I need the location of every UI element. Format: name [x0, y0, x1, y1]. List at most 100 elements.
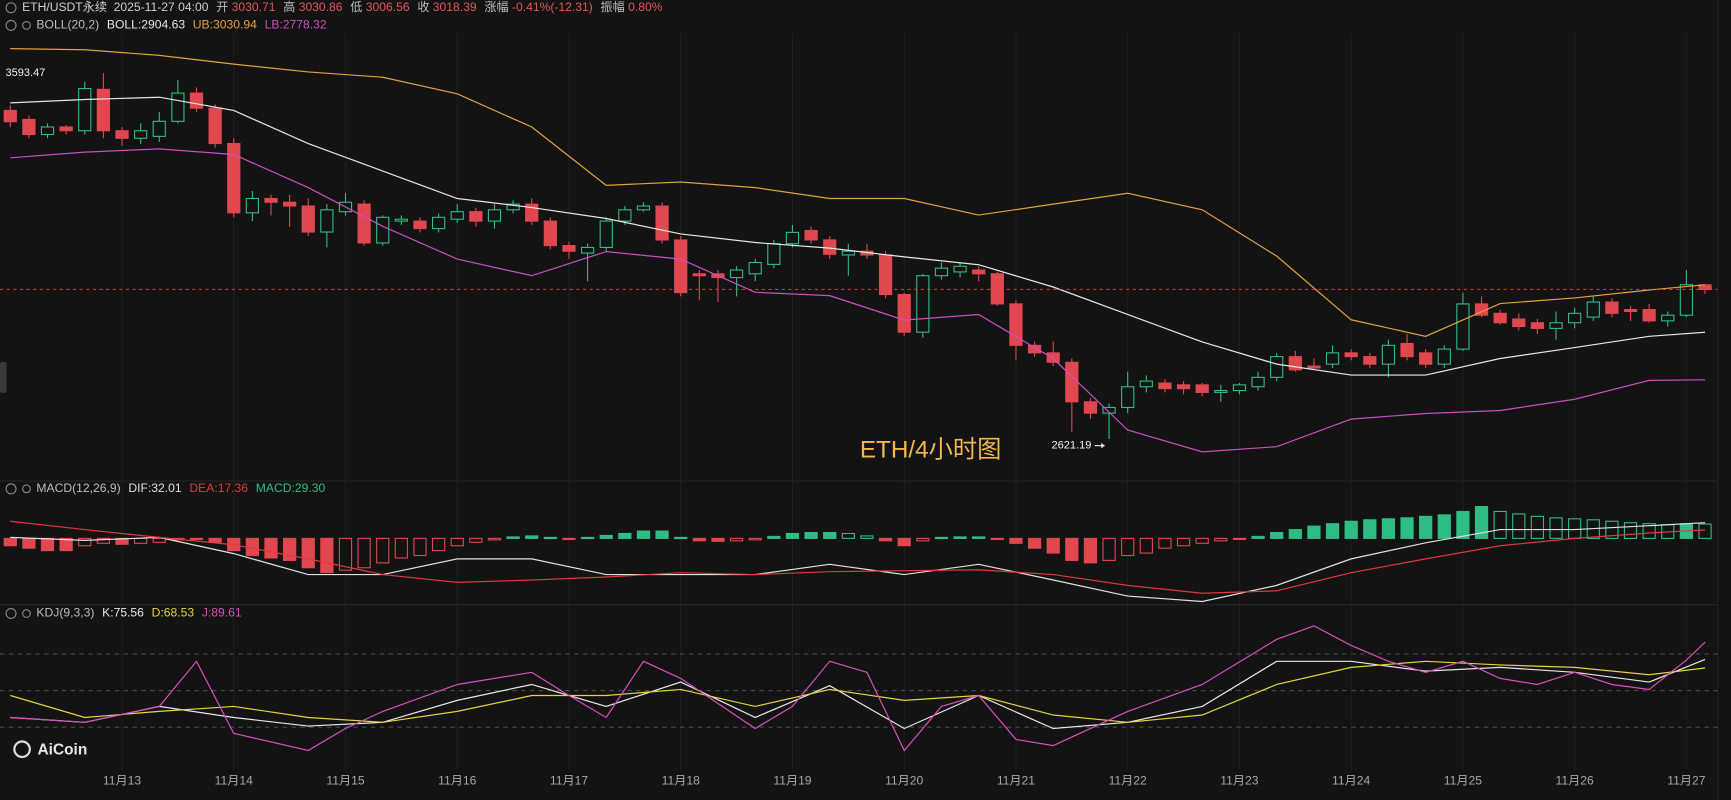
candle-body	[1214, 389, 1228, 393]
candle-body	[1493, 312, 1507, 324]
field-value: 3030.71	[232, 0, 276, 14]
candle-body	[171, 92, 185, 122]
legend-entry: MACD:29.30	[256, 481, 326, 495]
alert-icon[interactable]	[22, 609, 31, 618]
candle-body	[1344, 352, 1358, 358]
indicator-line	[10, 658, 1706, 730]
high-label: 3593.47	[6, 67, 46, 79]
macd-bar	[711, 537, 725, 542]
legend-entry: D:68.53	[152, 606, 195, 620]
macd-bar	[841, 532, 855, 539]
candle-body	[1270, 356, 1284, 378]
candle-body	[59, 126, 73, 132]
candle-body	[916, 275, 930, 333]
candle-body	[1605, 301, 1619, 314]
macd-bar	[1568, 518, 1582, 539]
macd-bar	[1325, 523, 1340, 539]
candle-body	[804, 229, 818, 241]
macd-bar	[78, 537, 92, 547]
field-label: 涨幅	[484, 0, 508, 14]
candle-body	[357, 203, 371, 244]
grid	[121, 33, 1687, 771]
x-tick-label: 11月17	[550, 773, 588, 787]
macd-bar	[487, 537, 502, 541]
candle-body	[1307, 365, 1321, 369]
candle-body	[972, 269, 986, 275]
timestamp: 2025-11-27 04:00	[114, 0, 209, 14]
macd-bar	[729, 537, 744, 542]
candle-body	[115, 130, 129, 139]
x-tick-label: 11月20	[885, 773, 923, 787]
x-tick-label: 11月21	[997, 773, 1035, 787]
macd-bar	[1698, 523, 1712, 539]
alert-icon[interactable]	[22, 20, 31, 30]
candle-body	[785, 231, 800, 245]
x-tick-label: 11月13	[103, 773, 141, 787]
macd-bar	[338, 537, 353, 571]
candle-body	[1102, 406, 1116, 414]
candle-body	[1549, 322, 1563, 329]
macd-bar	[469, 537, 483, 543]
candle-body	[208, 107, 222, 145]
candle-body	[134, 130, 148, 139]
macd-bar	[320, 537, 334, 574]
legend-icon[interactable]	[5, 608, 17, 620]
macd-bar	[134, 537, 148, 544]
macd-bar	[953, 536, 967, 539]
candle-body	[562, 245, 576, 252]
macd-bar	[394, 537, 408, 559]
macd-bar	[450, 537, 464, 547]
legend-entry: LB:2778.32	[265, 18, 327, 32]
field-value: 0.80%	[628, 0, 663, 14]
macd-bar	[1139, 537, 1153, 554]
macd-bar	[1400, 517, 1414, 539]
macd-bar	[1102, 537, 1116, 561]
side-tab[interactable]	[0, 361, 7, 393]
macd-bar	[3, 537, 17, 547]
candle-body	[152, 120, 166, 137]
macd-bar	[1456, 510, 1470, 539]
logo: AiCoin	[38, 741, 88, 758]
macd-bar	[376, 537, 390, 564]
candle-body	[953, 265, 967, 273]
macd-bar	[692, 537, 706, 542]
indicator-line	[10, 522, 1706, 603]
header-icon[interactable]	[5, 2, 17, 14]
candle-body	[3, 109, 17, 123]
macd-bar	[804, 531, 818, 539]
macd-bar	[152, 537, 166, 543]
candle-body	[1251, 376, 1265, 388]
candle-body	[1121, 386, 1135, 409]
macd-bar	[357, 537, 371, 569]
candle-body	[301, 205, 315, 233]
candle-body	[729, 269, 744, 279]
x-tick-label: 11月23	[1220, 773, 1258, 787]
macd-bar	[264, 537, 278, 559]
alert-icon[interactable]	[22, 484, 31, 494]
candle-body	[1381, 344, 1396, 365]
legend-icon[interactable]	[5, 483, 17, 495]
legend-entry: J:89.61	[202, 606, 242, 620]
indicator-line	[10, 148, 1706, 453]
macd-bar	[636, 530, 651, 539]
macd-bar	[282, 537, 297, 561]
candle-body	[580, 246, 595, 254]
candle-body	[841, 250, 855, 256]
macd-bar	[1307, 525, 1321, 539]
candle-body	[22, 118, 36, 136]
macd-bar	[1493, 510, 1507, 539]
macd-bar	[878, 537, 893, 542]
candle-body	[636, 205, 651, 211]
legend-entry: UB:3030.94	[193, 18, 257, 32]
indicator-label: MACD(12,26,9)	[36, 481, 120, 495]
x-tick-label: 11月19	[773, 773, 811, 787]
candle-body	[264, 197, 278, 203]
macd-bar	[413, 537, 427, 557]
legend-icon[interactable]	[5, 19, 17, 31]
candle-body	[450, 211, 464, 220]
x-tick-label: 11月26	[1556, 773, 1594, 787]
candle-body	[1530, 322, 1545, 329]
macd-bar	[1530, 515, 1545, 539]
